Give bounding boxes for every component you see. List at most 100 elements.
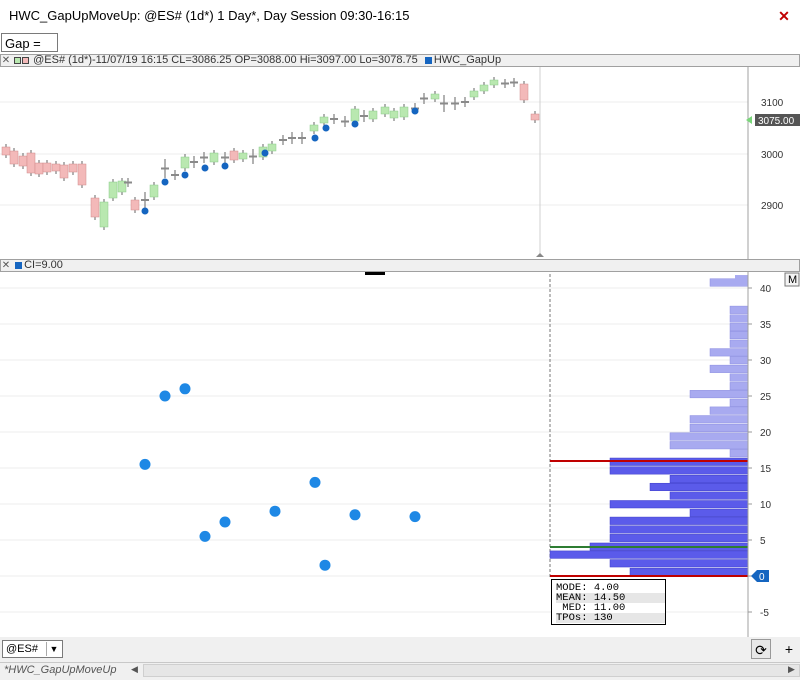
histogram-bar (669, 432, 749, 441)
candle-body (18, 155, 28, 167)
price-panel-close-icon[interactable]: ✕ (1, 55, 11, 66)
symbol-value: @ES# (6, 643, 38, 655)
price-panel-header: ✕ @ES# (1d*)-11/07/19 16:15 CL=3086.25 O… (0, 54, 800, 67)
stat-value: 4.00 (593, 582, 620, 594)
scroll-left-icon[interactable]: ◀ (131, 664, 138, 674)
refresh-button[interactable]: ⟳ (751, 639, 771, 659)
price-signal-dot (201, 164, 209, 172)
candle-body (77, 163, 87, 186)
histogram-bar (729, 305, 749, 314)
ci-axis-tick: 5 (760, 536, 766, 547)
candle-body (149, 184, 159, 198)
last-price-value: 3075.00 (758, 116, 795, 127)
histogram-bar (549, 550, 749, 559)
chevron-down-icon[interactable]: ▼ (46, 642, 61, 656)
histogram-bar (729, 323, 749, 332)
ci-dot (179, 383, 191, 395)
histogram-bar (709, 406, 749, 415)
price-signal-dots (141, 107, 419, 215)
candle-body (309, 124, 319, 132)
scroll-marker-icon (536, 253, 544, 257)
ci-axis-tick: 35 (760, 320, 772, 331)
scroll-right-icon[interactable]: ▶ (788, 664, 795, 674)
ci-dot (349, 509, 361, 521)
histogram-bar (669, 441, 749, 450)
stat-tpos: TPOs: 130 (556, 613, 665, 623)
ci-panel-close-icon[interactable]: ✕ (1, 260, 11, 271)
histogram-bar (649, 482, 749, 491)
title-bar: HWC_GapUpMoveUp: @ES# (1d*) 1 Day*, Day … (0, 0, 800, 32)
ci-dots (139, 383, 421, 571)
histogram-bar (729, 356, 749, 365)
candle-body (368, 110, 378, 120)
histogram-bar (689, 390, 749, 399)
candle-body (9, 150, 19, 165)
stat-median: MED: 11.00 (556, 602, 665, 614)
candle-body (267, 143, 277, 152)
ci-dot (309, 476, 321, 488)
price-chart[interactable]: 3100 3000 2900 3075.00 (0, 67, 800, 259)
histogram-bar (729, 339, 749, 348)
gap-input[interactable]: Gap = 10 (1, 33, 58, 70)
price-signal-dot (141, 207, 149, 215)
histogram-bar (629, 567, 749, 576)
histogram-bar (609, 525, 749, 534)
histogram-bar (735, 275, 748, 280)
ci-axis-tick: 10 (760, 500, 772, 511)
ci-dot (139, 458, 151, 470)
sheet-tab[interactable]: *HWC_GapUpMoveUp (4, 664, 117, 676)
horizontal-scrollbar[interactable] (143, 664, 800, 677)
histogram-bar (609, 516, 749, 525)
candle-body (51, 163, 61, 172)
symbol-select[interactable]: @ES# ▼ (2, 640, 63, 658)
candle-body (68, 163, 78, 173)
ci-axis: 40 35 30 25 20 15 10 5 0 -5 (748, 284, 772, 619)
price-signal-dot (181, 171, 189, 179)
ci-dot (409, 511, 421, 523)
ci-dot (319, 559, 331, 571)
histogram-bar (609, 466, 749, 475)
volume-profile-histogram (549, 275, 749, 576)
ci-axis-tick: 15 (760, 464, 772, 475)
stat-value: 14.50 (593, 592, 626, 604)
candle-body (530, 113, 540, 121)
candle-body (130, 199, 140, 211)
price-signal-dot (411, 107, 419, 115)
ci-dot (159, 390, 171, 402)
price-signal-dot (351, 120, 359, 128)
ci-dot (199, 530, 211, 542)
histogram-bar (609, 559, 749, 568)
panel-splitter-handle[interactable] (365, 272, 385, 275)
price-axis-tick: 2900 (761, 201, 784, 212)
price-signal-dot (261, 149, 269, 157)
histogram-bar (669, 491, 749, 500)
m-button-label: M (788, 274, 797, 286)
ci-axis-tick: -5 (760, 608, 769, 619)
histogram-bar (689, 415, 749, 424)
histogram-bar (709, 348, 749, 357)
ci-dot (219, 516, 231, 528)
histogram-bar (609, 534, 749, 543)
candle-body (479, 84, 489, 92)
candle-body (26, 152, 36, 174)
stat-label: MED: (556, 602, 588, 614)
add-button[interactable]: + (784, 641, 794, 657)
candle-body (34, 162, 44, 175)
ci-dot (269, 505, 281, 517)
candle-body (469, 90, 479, 98)
candle-body (350, 108, 360, 122)
close-icon[interactable]: ✕ (778, 8, 790, 24)
histogram-bar (609, 500, 749, 509)
ci-axis-tick: 25 (760, 392, 772, 403)
candle-body (90, 197, 100, 218)
m-button[interactable] (784, 272, 800, 287)
candle-body (42, 162, 52, 173)
ci-chart[interactable]: 4035302520151050-5 M 0 30714212841118252… (0, 272, 800, 637)
stat-label: TPOs: (556, 612, 588, 624)
last-price-badge (755, 114, 800, 126)
histogram-bar (669, 475, 749, 484)
candle-body (238, 152, 248, 160)
price-axis-tick: 3100 (761, 98, 784, 109)
current-value-marker (751, 570, 769, 582)
current-value-label: 0 (759, 572, 765, 583)
